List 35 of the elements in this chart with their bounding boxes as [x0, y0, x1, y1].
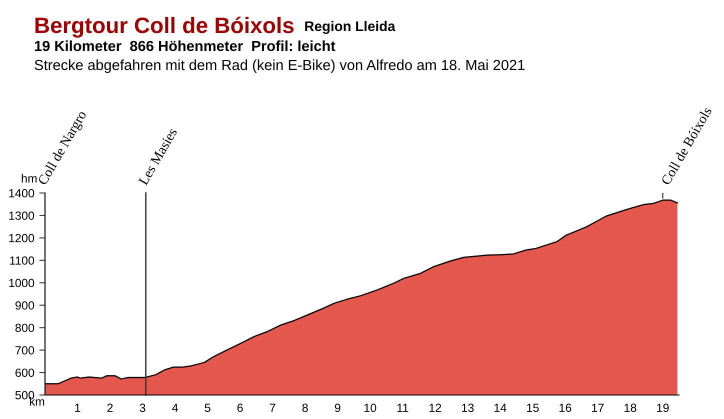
x-tick-label: 19 — [657, 404, 669, 412]
y-tick-label: 1200 — [9, 234, 34, 242]
x-tick-label: 15 — [527, 404, 539, 412]
x-tick-label: 7 — [270, 404, 276, 412]
x-tick-label: 13 — [462, 404, 474, 412]
x-tick-label: 8 — [302, 404, 308, 412]
x-tick-label: 11 — [397, 404, 408, 412]
text: 19 Kilometer 866 Höhenmeter Profil: leicht — [34, 40, 336, 52]
x-tick-label: 18 — [624, 404, 636, 412]
x-tick-label: 2 — [107, 404, 113, 412]
x-axis-title: km — [30, 397, 44, 406]
chart-subtitle: Region Lleida — [305, 20, 396, 34]
x-tick-label: 3 — [140, 404, 146, 412]
y-tick-label: 1300 — [9, 211, 34, 220]
x-tick-label: 14 — [494, 404, 506, 412]
x-tick-label: 4 — [172, 404, 178, 412]
text: Strecke abgefahren mit dem Rad (kein E-Bike) von Alfredo am 18. Mai 2021 — [34, 59, 525, 74]
y-tick-label: 1400 — [9, 189, 34, 198]
x-tick-label: 17 — [592, 404, 604, 412]
x-tick-label: 10 — [364, 404, 376, 412]
x-tick-label: 5 — [204, 404, 210, 412]
y-tick-label: 600 — [15, 368, 34, 377]
y-tick-label: 1000 — [9, 278, 34, 288]
chart-title: Bergtour Coll de Bóixols — [35, 16, 294, 38]
y-tick-label: 800 — [15, 324, 34, 332]
x-tick-label: 16 — [560, 404, 572, 412]
y-axis-title: hm — [22, 174, 37, 182]
y-tick-label: 900 — [15, 301, 34, 310]
x-tick-label: 1 — [75, 404, 80, 412]
x-tick-label: 6 — [237, 404, 243, 412]
y-tick-label: 700 — [15, 346, 34, 355]
x-tick-label: 9 — [334, 404, 340, 412]
y-tick-label: 500 — [15, 391, 34, 400]
x-tick-label: 12 — [429, 404, 442, 412]
y-tick-label: 1100 — [10, 256, 34, 265]
